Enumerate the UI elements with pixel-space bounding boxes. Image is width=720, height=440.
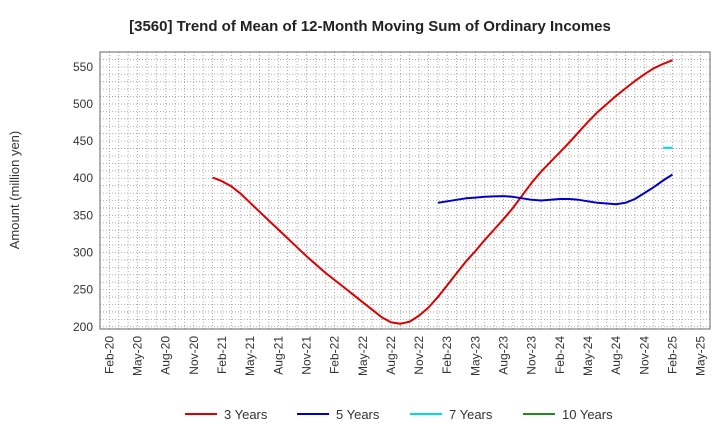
y-tick-label: 350 [73,208,93,222]
x-tick-label: May-20 [131,336,145,376]
x-tick-label: Aug-23 [497,336,511,375]
x-tick-label: Nov-21 [299,336,313,375]
y-tick-label: 300 [73,246,93,260]
x-tick-label: Nov-20 [187,336,201,375]
series-line-5-years [437,173,674,206]
x-tick-label: Feb-22 [328,336,342,374]
y-tick-label: 550 [73,60,93,74]
y-axis-label: Amount (million yen) [7,131,22,250]
x-axis-ticks: Feb-20 May-20 Aug-20 Nov-20 Feb-21 May-21 Aug-… [102,336,707,376]
x-tick-label: Feb-20 [102,336,116,374]
legend-label-3-years: 3 Years [224,407,268,422]
series-lines [212,59,674,325]
legend-label-7-years: 7 Years [449,407,493,422]
x-tick-label: May-25 [694,336,708,376]
x-tick-label: Nov-22 [412,336,426,375]
x-tick-label: Feb-23 [440,336,454,374]
x-tick-label: May-24 [581,336,595,376]
x-tick-label: May-21 [243,336,257,376]
x-tick-label: May-22 [356,336,370,376]
x-tick-label: Aug-21 [271,336,285,375]
x-tick-label: Nov-24 [637,336,651,375]
plot-border [99,51,711,330]
legend: 3 Years 5 Years 7 Years 10 Years [185,407,613,422]
y-tick-label: 400 [73,171,93,185]
y-axis-ticks: 200 250 300 350 400 450 500 550 [73,60,93,334]
x-tick-label: Nov-23 [525,336,539,375]
y-tick-label: 450 [73,134,93,148]
grid [100,51,710,329]
x-tick-label: Aug-22 [384,336,398,375]
x-tick-label: Feb-25 [665,336,679,374]
x-tick-label: Feb-24 [553,336,567,374]
y-tick-label: 250 [73,283,93,297]
x-tick-label: Aug-24 [609,336,623,375]
chart-title: [3560] Trend of Mean of 12-Month Moving … [129,18,611,35]
x-tick-label: Feb-21 [215,336,229,374]
series-line-3-years [212,59,673,325]
x-tick-label: Aug-20 [159,336,173,375]
x-tick-label: May-23 [468,336,482,376]
y-tick-label: 500 [73,97,93,111]
y-tick-label: 200 [73,320,93,334]
legend-label-5-years: 5 Years [336,407,380,422]
legend-label-10-years: 10 Years [562,407,613,422]
